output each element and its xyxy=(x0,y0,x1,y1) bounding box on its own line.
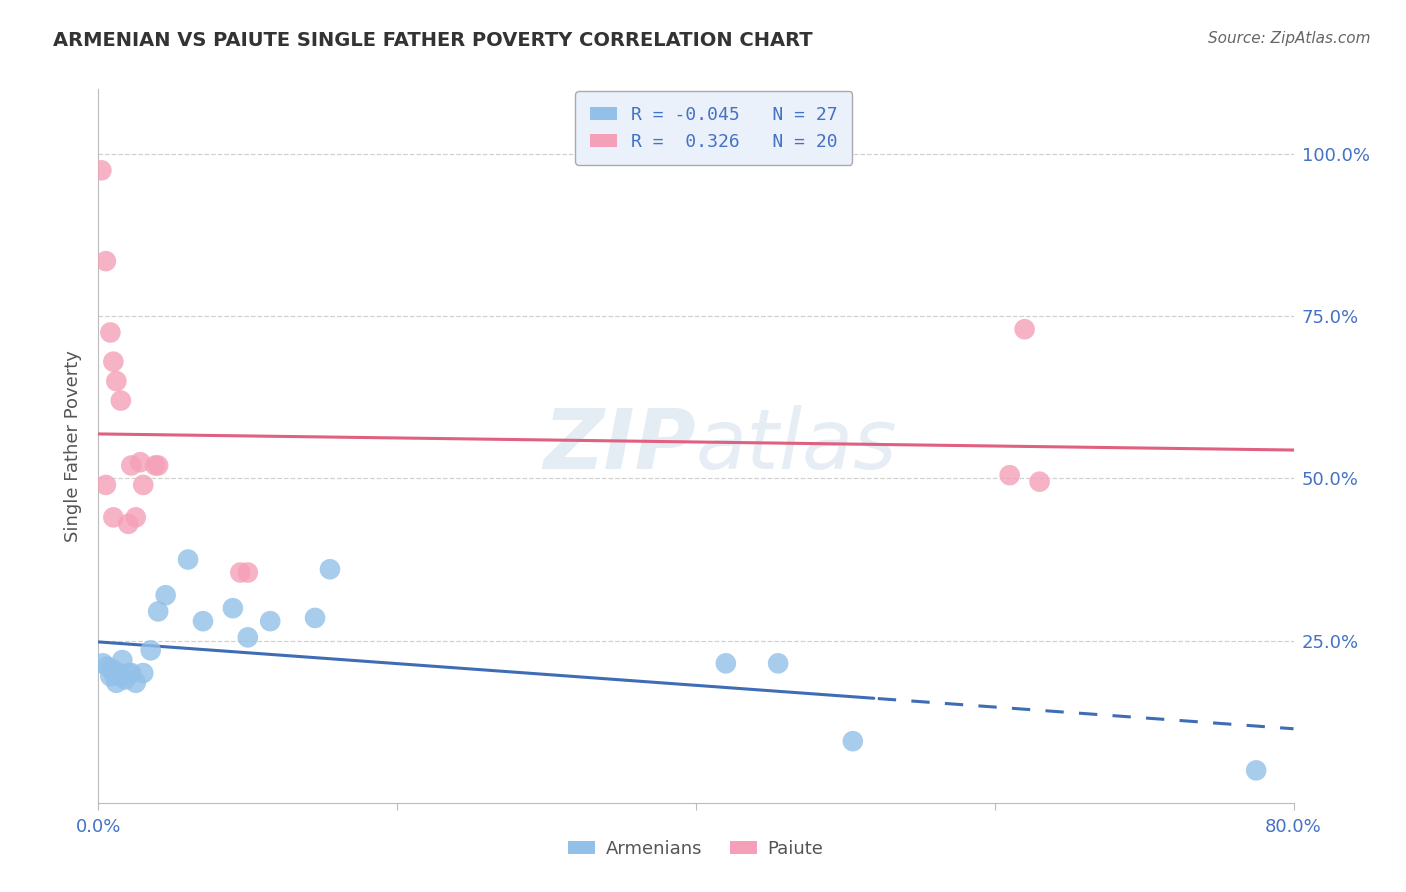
Text: ARMENIAN VS PAIUTE SINGLE FATHER POVERTY CORRELATION CHART: ARMENIAN VS PAIUTE SINGLE FATHER POVERTY… xyxy=(53,31,813,50)
Point xyxy=(766,657,789,671)
Point xyxy=(129,455,152,469)
Point xyxy=(236,566,259,580)
Point xyxy=(139,643,162,657)
Point xyxy=(103,663,125,677)
Legend: Armenians, Paiute: Armenians, Paiute xyxy=(561,833,831,865)
Point xyxy=(120,666,142,681)
Point xyxy=(98,669,122,683)
Point xyxy=(111,653,134,667)
Text: Source: ZipAtlas.com: Source: ZipAtlas.com xyxy=(1208,31,1371,46)
Point xyxy=(120,458,142,473)
Point xyxy=(1014,322,1036,336)
Point xyxy=(236,631,259,645)
Point xyxy=(304,611,326,625)
Point xyxy=(103,666,125,681)
Point xyxy=(125,510,148,524)
Point xyxy=(110,393,132,408)
Point xyxy=(259,614,281,628)
Point xyxy=(105,374,128,388)
Point xyxy=(98,326,122,340)
Point xyxy=(90,163,112,178)
Point xyxy=(998,468,1021,483)
Point xyxy=(148,458,170,473)
Point xyxy=(103,354,125,368)
Point xyxy=(155,588,177,602)
Point xyxy=(114,673,136,687)
Point xyxy=(148,604,170,618)
Point xyxy=(842,734,865,748)
Point xyxy=(177,552,200,566)
Point xyxy=(117,516,139,531)
Point xyxy=(105,675,128,690)
Point xyxy=(222,601,245,615)
Point xyxy=(714,657,737,671)
Point xyxy=(108,669,131,683)
Point xyxy=(143,458,166,473)
Point xyxy=(125,675,148,690)
Y-axis label: Single Father Poverty: Single Father Poverty xyxy=(63,350,82,542)
Point xyxy=(1028,475,1050,489)
Point xyxy=(94,478,117,492)
Point xyxy=(96,659,118,673)
Point xyxy=(117,666,139,681)
Point xyxy=(191,614,214,628)
Point xyxy=(91,657,114,671)
Point xyxy=(1244,764,1267,778)
Text: ZIP: ZIP xyxy=(543,406,696,486)
Point xyxy=(94,254,117,268)
Point xyxy=(132,666,155,681)
Text: atlas: atlas xyxy=(696,406,897,486)
Point xyxy=(319,562,342,576)
Point xyxy=(103,510,125,524)
Point xyxy=(132,478,155,492)
Point xyxy=(229,566,252,580)
